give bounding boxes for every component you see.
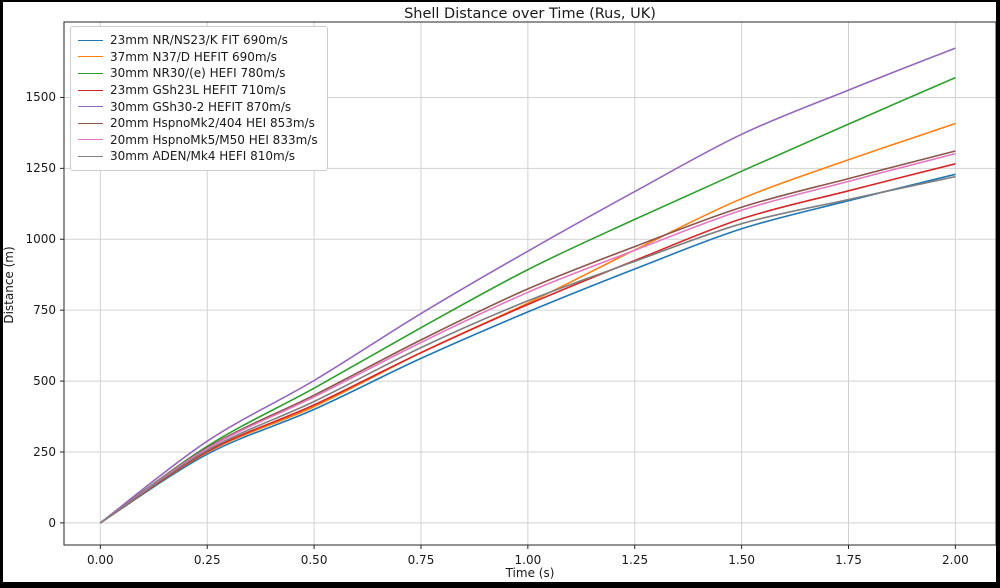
legend-label: 30mm ADEN/Mk4 HEFI 810m/s (110, 149, 296, 164)
legend-line-sample (78, 89, 103, 91)
axes-spines (63, 21, 996, 546)
series-line (99, 150, 956, 524)
x-tick-label: 0.25 (193, 553, 221, 567)
chart-title: Shell Distance over Time (Rus, UK) (404, 6, 656, 22)
y-axis-label: Distance (m) (2, 246, 16, 324)
legend-label: 23mm NR/NS23/K FIT 690m/s (110, 33, 288, 48)
x-tick-label: 1.00 (514, 553, 542, 567)
legend-line-sample (78, 139, 103, 141)
series-line (99, 173, 956, 524)
x-tick-label: 0.75 (407, 553, 435, 567)
series-line (99, 175, 956, 524)
y-tick-label: 1000 (25, 232, 56, 247)
legend-line-sample (78, 72, 103, 74)
x-tick-label: 1.50 (728, 553, 755, 567)
series-line (99, 152, 956, 524)
legend-line-sample (78, 155, 103, 157)
legend-item: 37mm N37/D HEFIT 690m/s (78, 49, 318, 66)
series-line (99, 76, 956, 524)
x-tick-label: 0.00 (86, 553, 114, 567)
legend-item: 20mm HspnoMk2/404 HEI 853m/s (78, 115, 318, 132)
x-tick-label: 0.50 (300, 553, 328, 567)
y-tick-label: 1500 (25, 90, 56, 105)
legend: 23mm NR/NS23/K FIT 690m/s 37mm N37/D HEFI… (70, 26, 328, 171)
y-tick-label: 250 (33, 444, 56, 459)
legend-item: 30mm ADEN/Mk4 HEFI 810m/s (78, 148, 318, 165)
x-tick-label: 1.25 (621, 553, 649, 567)
legend-line-sample (78, 122, 103, 124)
x-axis-label: Time (s) (505, 566, 555, 580)
legend-item: 23mm NR/NS23/K FIT 690m/s (78, 32, 318, 49)
legend-label: 23mm GSh23L HEFIT 710m/s (110, 83, 286, 98)
series-line (99, 47, 956, 524)
legend-label: 20mm HspnoMk5/M50 HEI 833m/s (110, 132, 318, 147)
legend-label: 37mm N37/D HEFIT 690m/s (110, 49, 277, 64)
legend-line-sample (78, 106, 103, 108)
series-line (99, 163, 956, 524)
legend-item: 23mm GSh23L HEFIT 710m/s (78, 82, 318, 99)
legend-item: 30mm NR30/(e) HEFI 780m/s (78, 65, 318, 82)
plot-area (60, 21, 996, 549)
legend-item: 20mm HspnoMk5/M50 HEI 833m/s (78, 132, 318, 149)
y-tick-label: 750 (33, 303, 56, 318)
legend-line-sample (78, 56, 103, 58)
x-tick-label: 2.00 (942, 553, 969, 567)
y-tick-label: 500 (33, 374, 56, 389)
legend-label: 30mm GSh30-2 HEFIT 870m/s (110, 99, 292, 114)
legend-label: 30mm NR30/(e) HEFI 780m/s (110, 66, 286, 81)
y-tick-label: 0 (48, 515, 56, 530)
y-tick-label: 1250 (25, 161, 56, 176)
x-tick-label: 1.75 (835, 553, 862, 567)
legend-line-sample (78, 39, 103, 41)
legend-label: 20mm HspnoMk2/404 HEI 853m/s (110, 116, 315, 131)
legend-item: 30mm GSh30-2 HEFIT 870m/s (78, 98, 318, 115)
